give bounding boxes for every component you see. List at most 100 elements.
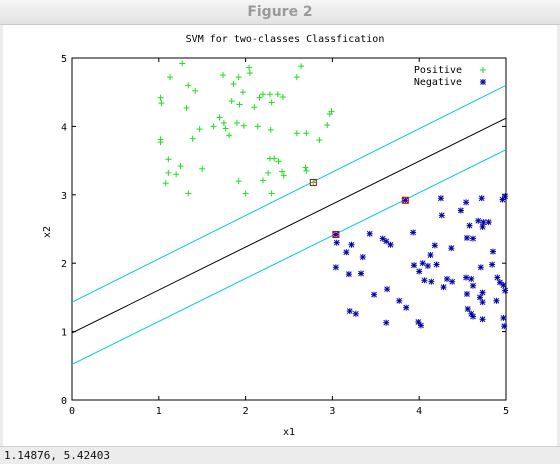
positive-point: [158, 100, 165, 107]
negative-point: [466, 222, 473, 229]
figure-canvas[interactable]: SVM for two-classes Classfication 0 1 2 3 4 5…: [3, 25, 557, 446]
negative-point: [475, 217, 482, 224]
negative-point: [500, 282, 507, 289]
negative-point: [396, 297, 403, 304]
axes: 0 1 2 3 4 5 0 1 2 3 4 5: [61, 54, 509, 417]
positive-point: [293, 74, 300, 81]
negative-point: [476, 294, 483, 301]
window-title: Figure 2: [247, 4, 313, 20]
positive-point: [240, 122, 247, 129]
x-tick-label: 4: [416, 406, 422, 417]
positive-point: [196, 126, 203, 133]
negative-point: [457, 207, 464, 214]
positive-point: [267, 126, 274, 133]
positive-point: [279, 168, 286, 175]
legend-label: Positive: [414, 65, 462, 76]
positive-point: [162, 180, 169, 187]
positive-point: [173, 171, 180, 178]
support-vectors: [309, 178, 409, 238]
negative-point: [494, 274, 501, 281]
positive-point: [167, 74, 174, 81]
positive-point: [274, 91, 281, 98]
positive-point: [265, 169, 272, 176]
positive-point: [185, 82, 192, 89]
positive-point: [236, 101, 243, 108]
negative-point: [348, 241, 355, 248]
x-axis-label: x1: [283, 427, 295, 438]
positive-point: [226, 132, 233, 139]
x-tick-label: 3: [329, 406, 335, 417]
x-tick-label: 2: [243, 406, 249, 417]
positive-point: [189, 135, 196, 142]
negative-point: [440, 284, 447, 291]
negative-point: [387, 241, 394, 248]
negative-point: [500, 314, 507, 321]
positive-point: [259, 91, 266, 98]
positive-point: [235, 74, 242, 81]
positive-point: [233, 119, 240, 126]
y-tick-label: 2: [61, 259, 67, 270]
x-tick-label: 0: [69, 406, 75, 417]
positive-point: [275, 158, 282, 165]
negative-point: [493, 297, 500, 304]
x-tick-label: 1: [156, 406, 162, 417]
positive-point: [316, 137, 323, 144]
support-vector-marker: [309, 178, 317, 186]
y-tick-label: 3: [61, 191, 67, 202]
positive-point: [157, 94, 164, 101]
positive-point: [216, 114, 223, 121]
negative-point: [496, 279, 503, 286]
negative-point: [421, 277, 428, 284]
positive-point: [254, 123, 261, 130]
positive-point: [228, 98, 235, 105]
legend-label: Negative: [414, 77, 462, 88]
negative-point: [343, 249, 350, 256]
x-tick-label: 5: [503, 406, 509, 417]
negative-point: [502, 193, 509, 200]
negative-point: [419, 260, 426, 267]
y-tick-label: 5: [61, 54, 67, 65]
positive-point: [303, 167, 310, 174]
positive-point: [293, 130, 300, 137]
status-bar: 1.14876, 5.42403: [0, 446, 560, 464]
positive-point: [220, 72, 227, 79]
negative-point: [438, 212, 445, 219]
negative-point: [464, 306, 471, 313]
negative-point: [478, 195, 485, 202]
negative-point: [433, 261, 440, 268]
negative-point: [489, 248, 496, 255]
negative-point: [379, 235, 386, 242]
negative-point: [332, 264, 339, 271]
positive-point: [222, 125, 229, 132]
positive-point: [239, 89, 246, 96]
negative-point: [470, 313, 477, 320]
negative-point: [437, 195, 444, 202]
negative-point: [449, 278, 456, 285]
positive-point: [177, 163, 184, 170]
negative-point: [371, 291, 378, 298]
negative-point: [345, 271, 352, 278]
negative-point: [443, 275, 450, 282]
plot-frame: [71, 57, 507, 401]
positive-point: [268, 99, 275, 106]
negative-point: [480, 219, 487, 226]
negative-point: [332, 231, 339, 238]
negative-point: [424, 262, 431, 269]
negative-point: [470, 235, 477, 242]
negative-point: [479, 316, 486, 323]
positive-point: [302, 164, 309, 171]
window-titlebar[interactable]: Figure 2: [0, 0, 560, 25]
positive-point: [235, 178, 242, 185]
negative-point: [470, 282, 477, 289]
positive-point: [165, 169, 172, 176]
negative-point: [468, 275, 475, 282]
positive-point: [328, 108, 335, 115]
negative-point: [502, 287, 509, 294]
positive-point: [192, 87, 199, 94]
positive-point: [246, 64, 253, 71]
positive-point: [268, 190, 275, 197]
positive-point: [271, 155, 278, 162]
y-tick-label: 0: [61, 396, 67, 407]
y-tick-label: 4: [61, 122, 67, 133]
